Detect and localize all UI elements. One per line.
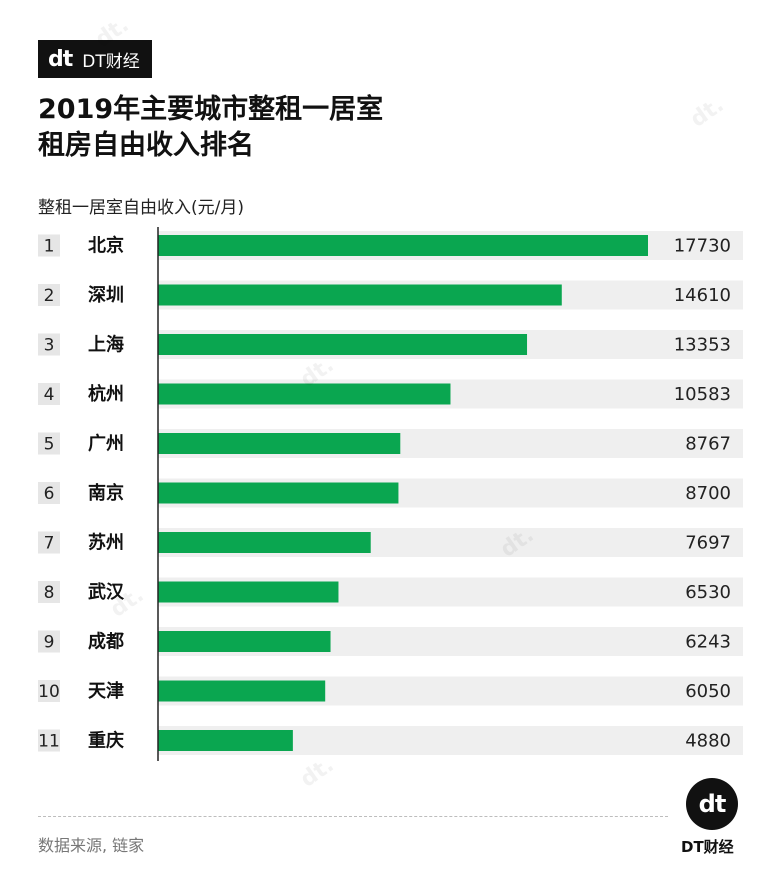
rank-label: 3: [44, 336, 55, 356]
city-label: 北京: [88, 235, 124, 257]
brand-badge: dt DT财经: [38, 40, 152, 78]
bar: [158, 334, 528, 355]
rank-label: 7: [44, 534, 55, 554]
rank-badge: [38, 333, 60, 356]
bar: [158, 730, 293, 751]
rank-label: 9: [44, 633, 55, 653]
rank-label: 11: [38, 732, 60, 752]
rank-badge: [38, 729, 60, 752]
rank-label: 2: [44, 286, 55, 306]
footer-divider: [38, 816, 668, 817]
rank-label: 8: [44, 583, 55, 603]
chart-title: 2019年主要城市整租一居室 租房自由收入排名: [38, 92, 558, 164]
brand-name: DT财经: [82, 51, 140, 72]
value-label: 8700: [685, 483, 731, 504]
city-label: 杭州: [88, 383, 124, 405]
value-label: 13353: [674, 335, 731, 356]
chart-title-line-2: 租房自由收入排名: [38, 130, 254, 161]
footer-brand: DT财经: [681, 838, 734, 856]
city-label: 上海: [88, 334, 124, 356]
city-label: 成都: [88, 631, 124, 653]
dt-circle-logo-icon: dt: [686, 778, 738, 830]
bar: [158, 383, 451, 405]
bar: [158, 433, 401, 454]
axis-caption: 整租一居室自由收入(元/月): [38, 198, 244, 218]
city-label: 广州: [88, 433, 124, 455]
rank-badge: [38, 581, 60, 603]
bar: [158, 235, 648, 256]
rank-badge: [38, 482, 60, 504]
rank-badge: [38, 284, 60, 306]
city-label: 重庆: [88, 730, 124, 752]
value-label: 7697: [685, 533, 731, 554]
dt-logo-icon: dt: [48, 46, 73, 72]
value-label: 14610: [674, 285, 731, 306]
source-note: 数据来源, 链家: [38, 836, 145, 855]
bar: [158, 680, 326, 702]
bar: [158, 581, 339, 603]
city-label: 深圳: [88, 284, 124, 306]
value-label: 6530: [685, 582, 731, 603]
rank-label: 10: [38, 682, 60, 702]
rank-label: 4: [44, 385, 55, 405]
rank-badge: [38, 680, 60, 702]
bar: [158, 284, 562, 306]
city-label: 天津: [88, 680, 124, 702]
rank-badge: [38, 234, 60, 257]
rank-label: 6: [44, 484, 55, 504]
value-label: 10583: [674, 384, 731, 405]
city-label: 南京: [88, 482, 124, 504]
bar: [158, 631, 331, 652]
value-label: 6243: [685, 632, 731, 653]
chart-title-line-1: 2019年主要城市整租一居室: [38, 94, 384, 125]
value-label: 8767: [685, 434, 731, 455]
bar: [158, 532, 371, 553]
city-label: 苏州: [88, 532, 124, 554]
city-label: 武汉: [88, 582, 125, 603]
rank-badge: [38, 531, 60, 554]
value-label: 17730: [674, 236, 731, 257]
rank-badge: [38, 383, 60, 405]
bar: [158, 482, 399, 504]
rank-badge: [38, 630, 60, 653]
value-label: 6050: [685, 681, 731, 702]
rank-label: 1: [44, 237, 55, 257]
value-label: 4880: [685, 731, 731, 752]
rank-badge: [38, 432, 60, 455]
rank-label: 5: [44, 435, 55, 455]
